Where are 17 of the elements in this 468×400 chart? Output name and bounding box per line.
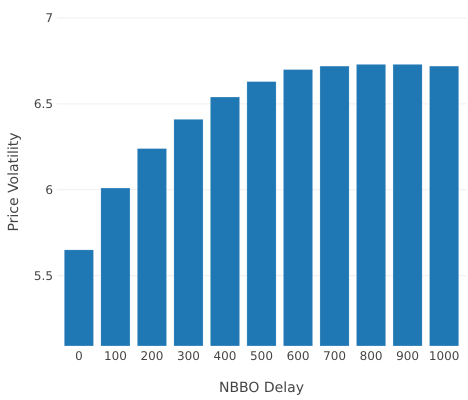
x-tick-label: 400 — [214, 349, 236, 363]
y-tick-label: 6 — [45, 182, 53, 197]
x-tick-label: 500 — [250, 349, 273, 363]
x-tick-label: 200 — [140, 349, 164, 363]
x-tick-label: 100 — [104, 349, 127, 363]
x-tick-label: 0 — [75, 349, 83, 363]
y-tick-label: 7 — [45, 11, 53, 26]
y-axis-title: Price Volatility — [6, 132, 22, 232]
y-tick-label: 6.5 — [34, 97, 53, 112]
x-tick-label: 300 — [177, 349, 200, 363]
x-tick-label: 900 — [396, 349, 420, 363]
x-tick-label: 1000 — [428, 349, 460, 363]
x-tick-label: 700 — [323, 349, 346, 363]
x-tick-label: 600 — [286, 349, 310, 363]
y-tick-label: 5.5 — [34, 268, 53, 283]
x-axis-title: NBBO Delay — [218, 380, 304, 396]
x-tick-label: 800 — [360, 349, 383, 363]
